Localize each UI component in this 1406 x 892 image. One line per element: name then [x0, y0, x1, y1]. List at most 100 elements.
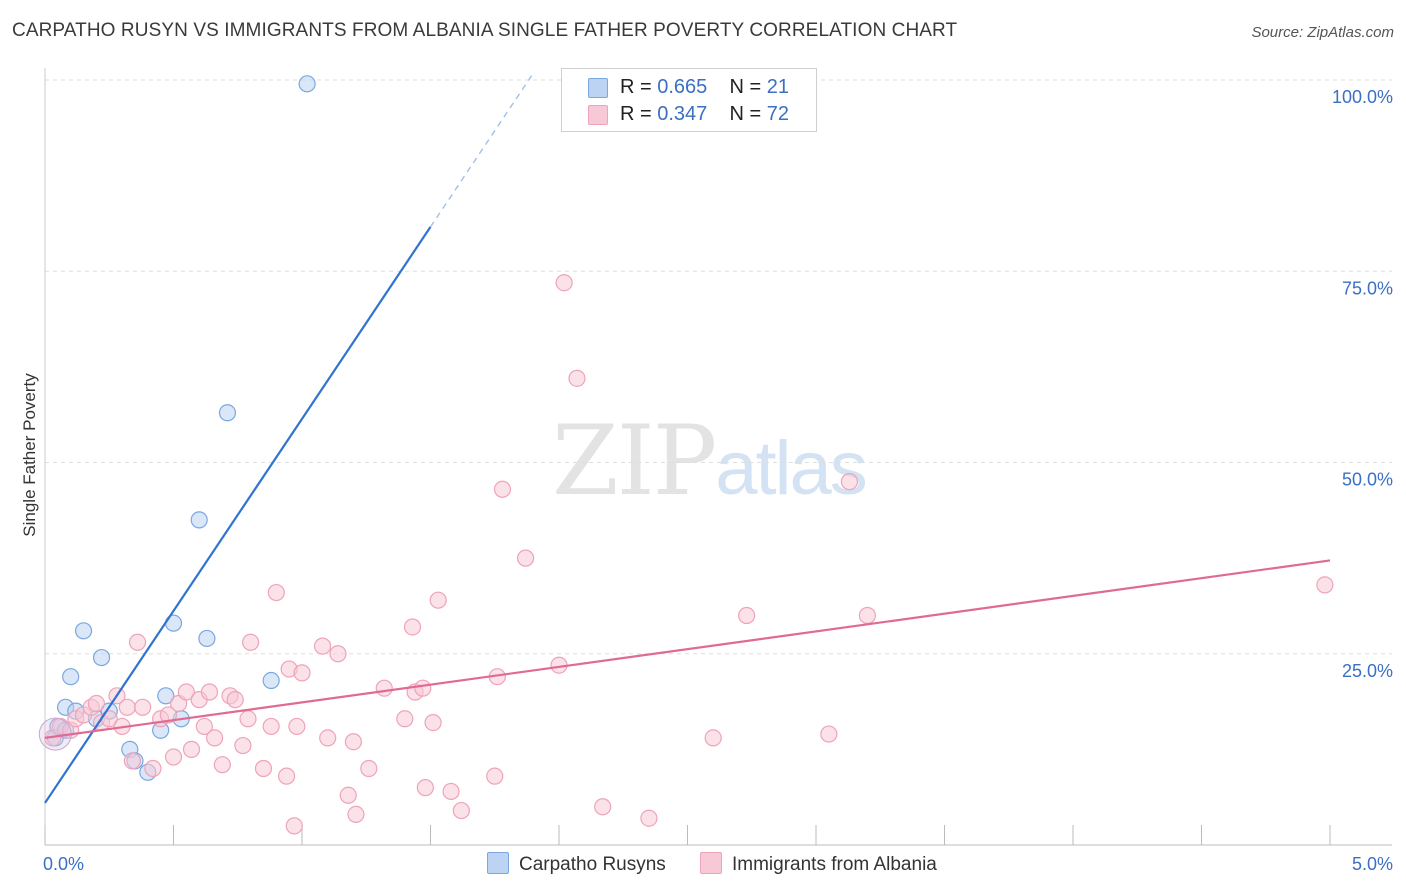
point-immigrants-albania	[226, 691, 244, 709]
legend-n-value: 21	[766, 76, 790, 98]
point-immigrants-albania	[195, 717, 213, 736]
point-carpatho-rusyns	[218, 404, 237, 422]
axes	[44, 68, 1392, 846]
legend-r-label: R =	[620, 103, 658, 125]
point-immigrants-albania	[144, 759, 162, 778]
legend-n-value: 72	[766, 103, 790, 125]
point-immigrants-albania	[242, 633, 260, 651]
point-immigrants-albania	[254, 759, 273, 778]
point-immigrants-albania	[293, 664, 311, 682]
point-immigrants-albania	[704, 729, 722, 747]
watermark-atlas: atlas	[715, 426, 868, 511]
tick-labels: 25.0% 50.0% 75.0% 100.0% 0.0% 5.0%	[43, 87, 1393, 874]
series-legend-label-carpatho: Carpatho Rusyns	[519, 854, 666, 875]
point-immigrants-albania	[403, 618, 422, 636]
grid-lines	[45, 79, 1392, 655]
point-carpatho-rusyns	[298, 75, 316, 93]
legend-swatch-carpatho	[588, 78, 608, 98]
y-tick-label: 25.0%	[1342, 661, 1393, 681]
x-tick-label: 5.0%	[1352, 854, 1393, 874]
point-immigrants-albania	[118, 698, 136, 716]
y-tick-label: 50.0%	[1342, 470, 1393, 490]
legend-stats-albania: R = 0.347 N = 72	[620, 103, 789, 126]
point-immigrants-albania	[1316, 576, 1334, 594]
point-immigrants-albania	[424, 713, 442, 732]
point-immigrants-albania	[277, 767, 296, 785]
point-immigrants-albania	[414, 679, 432, 697]
point-carpatho-rusyns	[62, 668, 80, 686]
point-immigrants-albania	[288, 717, 306, 736]
legend-n-label: N =	[729, 76, 767, 98]
point-immigrants-albania	[347, 805, 365, 824]
point-immigrants-albania	[555, 274, 573, 292]
legend-r-value: 0.347	[657, 103, 708, 125]
data-points	[38, 75, 1334, 835]
legend-r-label: R =	[620, 76, 658, 98]
point-immigrants-albania	[738, 606, 756, 625]
point-immigrants-albania	[452, 801, 470, 820]
point-immigrants-albania	[516, 549, 535, 567]
series-legend-carpatho: Carpatho Rusyns	[487, 852, 666, 876]
point-carpatho-rusyns	[92, 648, 111, 667]
watermark-zip: ZIP	[552, 405, 717, 517]
chart-source: Source: ZipAtlas.com	[1251, 24, 1394, 41]
point-immigrants-albania	[177, 683, 195, 701]
chart-title: CARPATHO RUSYN VS IMMIGRANTS FROM ALBANI…	[12, 20, 958, 41]
point-immigrants-albania	[206, 729, 224, 747]
point-immigrants-albania	[234, 736, 252, 755]
point-immigrants-albania	[319, 729, 337, 747]
series-legend-swatch-albania	[700, 852, 722, 874]
point-immigrants-albania	[568, 369, 586, 387]
point-immigrants-albania	[396, 710, 414, 728]
y-tick-label: 100.0%	[1332, 87, 1393, 107]
point-immigrants-albania	[486, 767, 504, 785]
point-immigrants-albania	[285, 817, 303, 835]
series-legend-swatch-carpatho	[487, 852, 509, 874]
point-immigrants-albania	[442, 782, 460, 801]
point-immigrants-albania	[820, 725, 838, 743]
stats-legend: R = 0.665 N = 21 R = 0.347 N = 72	[561, 68, 817, 132]
point-immigrants-albania	[429, 591, 447, 609]
series-legend-label-albania: Immigrants from Albania	[732, 854, 937, 875]
point-carpatho-rusyns	[198, 629, 216, 648]
point-immigrants-albania	[239, 710, 257, 728]
trend-line-immigrants-albania	[44, 559, 1331, 739]
point-immigrants-albania	[375, 679, 393, 697]
point-immigrants-albania	[640, 809, 658, 827]
x-tick-label: 0.0%	[43, 854, 84, 874]
point-immigrants-albania	[159, 706, 177, 724]
series-legend-albania: Immigrants from Albania	[700, 852, 937, 876]
point-immigrants-albania	[594, 798, 612, 816]
point-immigrants-albania	[344, 733, 362, 751]
point-immigrants-albania	[134, 698, 152, 716]
point-immigrants-albania	[128, 633, 147, 651]
legend-r-value: 0.665	[657, 76, 708, 98]
point-immigrants-albania	[262, 717, 280, 736]
trend-line-extension-carpatho-rusyns	[429, 72, 534, 228]
legend-stats-carpatho: R = 0.665 N = 21	[620, 76, 789, 99]
point-immigrants-albania	[840, 473, 859, 491]
point-immigrants-albania	[182, 740, 201, 758]
point-immigrants-albania	[200, 683, 219, 701]
point-immigrants-albania	[213, 756, 231, 774]
legend-swatch-albania	[588, 105, 608, 125]
point-immigrants-albania	[123, 752, 141, 770]
point-immigrants-albania	[416, 779, 434, 797]
point-carpatho-rusyns	[157, 687, 175, 705]
point-immigrants-albania	[329, 645, 347, 663]
watermark: ZIPatlas	[552, 405, 868, 517]
point-carpatho-rusyns	[262, 671, 280, 690]
point-carpatho-rusyns	[190, 511, 208, 529]
point-immigrants-albania	[164, 748, 183, 766]
trend-line-carpatho-rusyns	[44, 226, 432, 804]
point-immigrants-albania	[339, 786, 357, 804]
point-immigrants-albania	[858, 606, 877, 625]
trend-lines	[44, 72, 1331, 804]
point-immigrants-albania	[313, 637, 332, 655]
point-immigrants-albania	[267, 583, 285, 602]
point-immigrants-albania	[360, 759, 378, 778]
legend-n-label: N =	[729, 103, 767, 125]
point-carpatho-rusyns	[74, 622, 93, 640]
point-immigrants-albania	[87, 694, 106, 713]
